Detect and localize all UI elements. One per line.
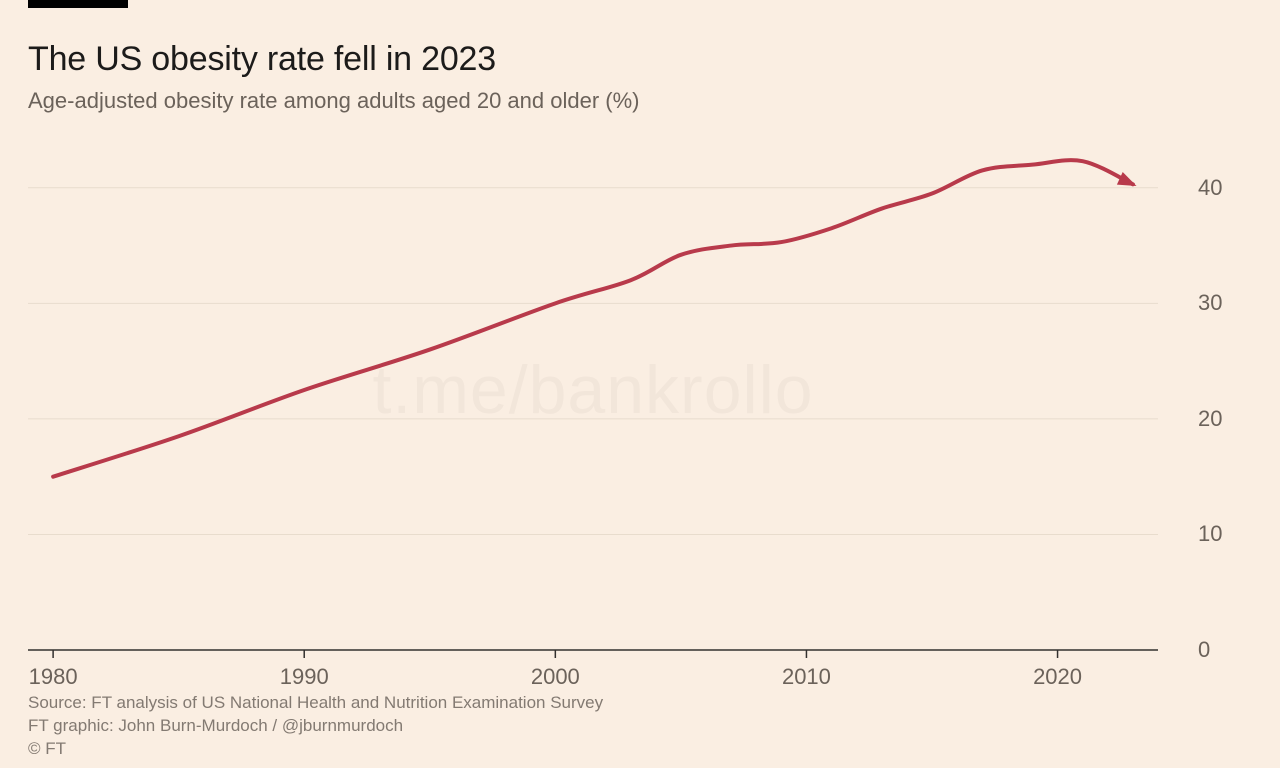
source-line: Source: FT analysis of US National Healt… [28, 692, 603, 715]
chart-plot-area: t.me/bankrollo [28, 130, 1158, 650]
x-axis-tick-label: 1980 [29, 664, 78, 690]
copyright-line: © FT [28, 738, 603, 761]
y-axis-tick-label: 20 [1198, 406, 1222, 432]
y-axis-tick-label: 0 [1198, 637, 1210, 663]
y-axis-tick-label: 30 [1198, 290, 1222, 316]
chart-svg [28, 130, 1158, 690]
chart-title: The US obesity rate fell in 2023 [28, 40, 496, 79]
graphic-credit-line: FT graphic: John Burn-Murdoch / @jburnmu… [28, 715, 603, 738]
chart-subtitle: Age-adjusted obesity rate among adults a… [28, 88, 640, 114]
chart-container: The US obesity rate fell in 2023 Age-adj… [0, 0, 1280, 768]
x-axis-tick-label: 2000 [531, 664, 580, 690]
x-axis-tick-label: 2010 [782, 664, 831, 690]
x-axis-tick-label: 2020 [1033, 664, 1082, 690]
data-line [53, 160, 1133, 477]
y-axis-tick-label: 40 [1198, 175, 1222, 201]
y-axis-tick-label: 10 [1198, 521, 1222, 547]
arrowhead-icon [1117, 172, 1137, 186]
x-axis-tick-label: 1990 [280, 664, 329, 690]
chart-footer: Source: FT analysis of US National Healt… [28, 692, 603, 761]
ft-top-bar [28, 0, 128, 8]
